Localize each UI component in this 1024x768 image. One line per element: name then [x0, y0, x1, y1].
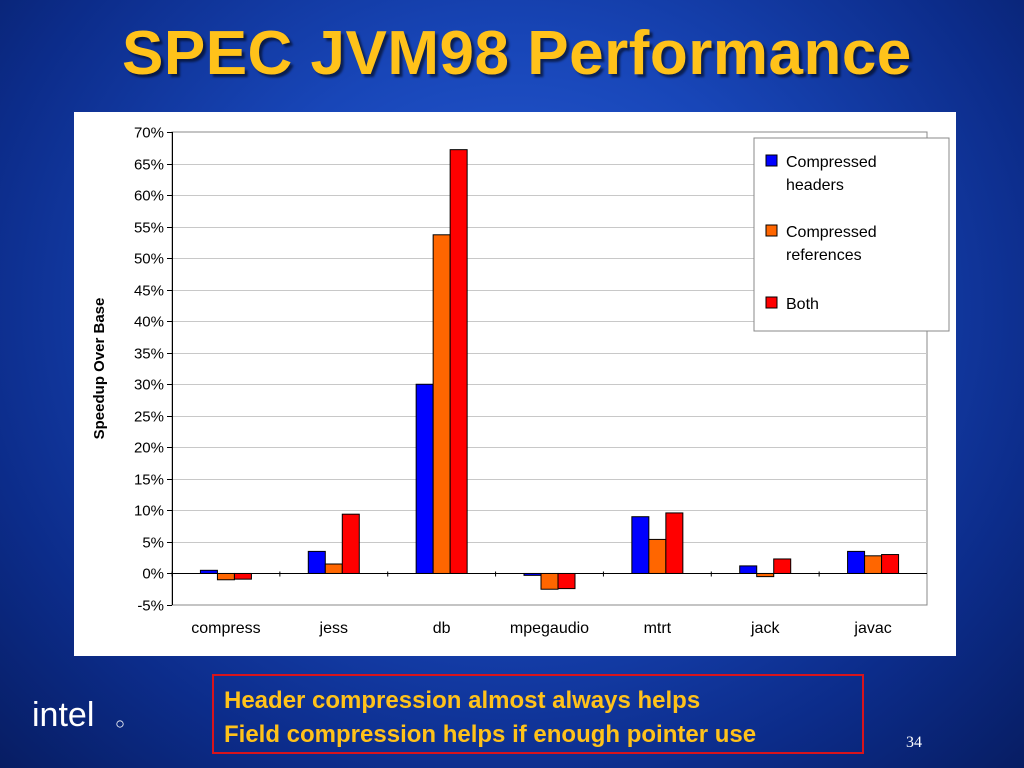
- bar-compress-both: [233, 572, 252, 580]
- y-tick-label: 55%: [134, 220, 164, 237]
- bar-chart: -5% 0% 5% 10% 15% 20% 25% 30% 35% 40% 45% 50% 55% 60%…: [91, 125, 950, 637]
- legend-label: headers: [786, 177, 844, 194]
- legend-box: [753, 137, 950, 332]
- y-tick-label: 30%: [134, 377, 164, 394]
- y-tick-label: 40%: [134, 314, 164, 331]
- legend-swatch-compressed-headers: [765, 154, 778, 167]
- slide-title: SPEC JVM98 Performance: [122, 19, 912, 88]
- intel-logo-text: intel: [32, 696, 94, 734]
- bar-mpegaudio-compressed-headers: [523, 572, 542, 576]
- x-tick-label: mpegaudio: [510, 620, 589, 637]
- bar-jess-compressed-references: [324, 563, 343, 574]
- callout-line-1: Header compression almost always helps: [224, 687, 701, 714]
- legend-swatch-compressed-references: [765, 224, 778, 237]
- y-tick-label: 20%: [134, 440, 164, 457]
- y-tick-label: 35%: [134, 346, 164, 363]
- legend-label: references: [786, 247, 862, 264]
- bar-db-both: [449, 149, 468, 574]
- bar-javac-compressed-references: [864, 555, 883, 574]
- bar-mpegaudio-both: [557, 572, 576, 590]
- intel-logo: intel: [32, 696, 124, 734]
- y-tick-label: 65%: [134, 157, 164, 174]
- page-number: 34: [906, 734, 922, 751]
- x-tick-label: mtrt: [644, 620, 672, 637]
- bar-db-compressed-references: [432, 234, 451, 574]
- y-tick-label: -5%: [137, 598, 164, 615]
- legend-swatch-both: [765, 296, 778, 309]
- bar-jess-both: [341, 513, 360, 574]
- registered-mark-icon: [116, 720, 124, 728]
- legend-label: Compressed: [786, 154, 877, 171]
- y-tick-label: 25%: [134, 409, 164, 426]
- chart-panel: -5% 0% 5% 10% 15% 20% 25% 30% 35% 40% 45% 50% 55% 60%…: [74, 112, 956, 656]
- bar-mpegaudio-compressed-references: [540, 572, 559, 590]
- bar-jack-compressed-references: [756, 572, 775, 578]
- y-tick-label: 70%: [134, 125, 164, 142]
- x-tick-label: db: [433, 620, 451, 637]
- x-tick-label: jack: [750, 620, 780, 637]
- bar-db-compressed-headers: [415, 383, 434, 574]
- x-tick-label: jess: [319, 620, 348, 637]
- bar-javac-both: [881, 554, 900, 574]
- y-tick-label: 10%: [134, 503, 164, 520]
- bar-jack-both: [773, 558, 792, 574]
- bar-mtrt-compressed-references: [648, 538, 667, 574]
- y-tick-label: 5%: [142, 535, 164, 552]
- bar-mtrt-both: [665, 512, 684, 574]
- bar-mtrt-compressed-headers: [631, 516, 650, 574]
- bar-compress-compressed-headers: [199, 569, 218, 574]
- callout-box: Header compression almost always helps F…: [212, 674, 864, 754]
- x-tick-label: compress: [191, 620, 260, 637]
- x-tick-label: javac: [853, 620, 891, 637]
- y-tick-label: 60%: [134, 188, 164, 205]
- bar-javac-compressed-headers: [847, 550, 866, 574]
- legend-label: Both: [786, 296, 819, 313]
- bar-jess-compressed-headers: [307, 550, 326, 574]
- bar-compress-compressed-references: [216, 572, 235, 581]
- y-tick-label: 0%: [142, 566, 164, 583]
- y-tick-label: 45%: [134, 283, 164, 300]
- y-tick-label: 50%: [134, 251, 164, 268]
- y-tick-label: 15%: [134, 472, 164, 489]
- legend-label: Compressed: [786, 224, 877, 241]
- bar-jack-compressed-headers: [739, 565, 758, 574]
- y-axis-title: Speedup Over Base: [91, 298, 108, 440]
- callout-line-2: Field compression helps if enough pointe…: [224, 721, 757, 748]
